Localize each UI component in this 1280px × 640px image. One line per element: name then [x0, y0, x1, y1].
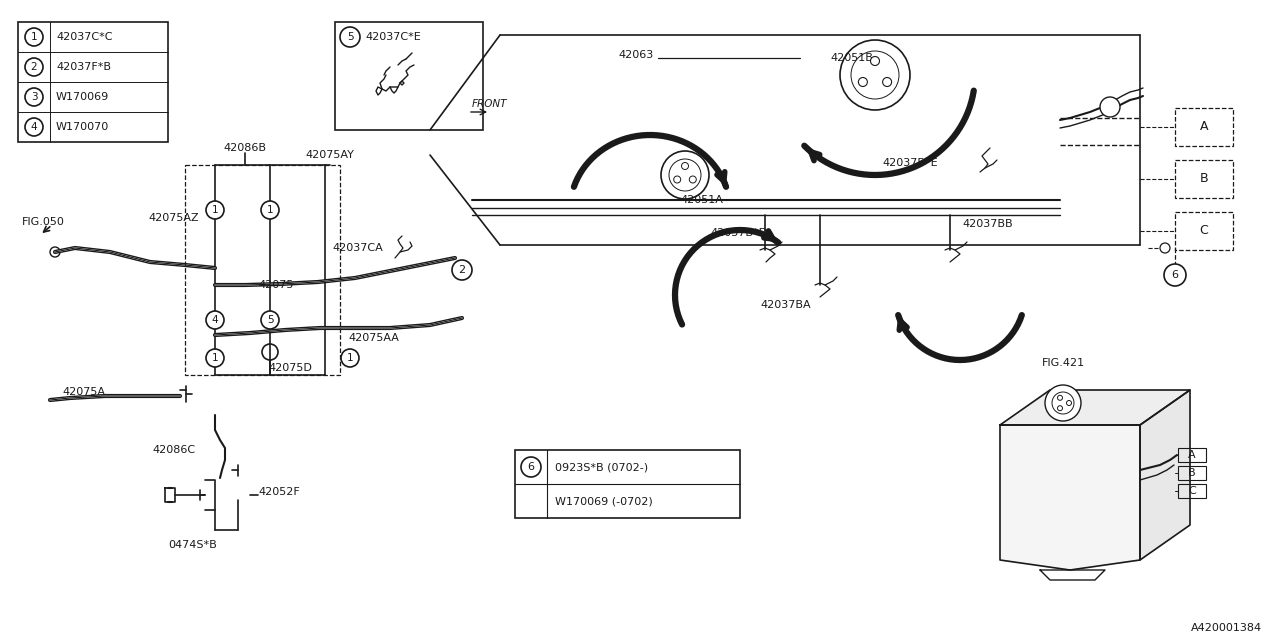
Text: 3: 3: [31, 92, 37, 102]
Text: 42086C: 42086C: [152, 445, 195, 455]
Text: B: B: [1188, 468, 1196, 478]
Circle shape: [261, 311, 279, 329]
Text: 42037CA: 42037CA: [332, 243, 383, 253]
Text: W170069 (-0702): W170069 (-0702): [556, 496, 653, 506]
Text: 42051B: 42051B: [829, 53, 873, 63]
Circle shape: [521, 457, 541, 477]
Bar: [515, 450, 740, 518]
Text: 5: 5: [347, 32, 353, 42]
Circle shape: [26, 28, 44, 46]
Text: 1: 1: [31, 32, 37, 42]
Circle shape: [340, 27, 360, 47]
Text: A: A: [1188, 450, 1196, 460]
Text: 42075A: 42075A: [61, 387, 105, 397]
Circle shape: [26, 88, 44, 106]
Text: 42086B: 42086B: [224, 143, 266, 153]
Circle shape: [690, 176, 696, 183]
Text: 0474S*B: 0474S*B: [169, 540, 218, 550]
Text: 4: 4: [31, 122, 37, 132]
Text: 6: 6: [527, 462, 535, 472]
Circle shape: [1044, 385, 1082, 421]
Text: 6: 6: [1171, 270, 1179, 280]
Circle shape: [26, 58, 44, 76]
Text: W170069: W170069: [56, 92, 109, 102]
Text: C: C: [1188, 486, 1196, 496]
Text: 2: 2: [31, 62, 37, 72]
Text: 1: 1: [211, 353, 219, 363]
Circle shape: [1100, 97, 1120, 117]
Circle shape: [50, 247, 60, 257]
Bar: [186, 165, 340, 375]
Circle shape: [452, 260, 472, 280]
Circle shape: [206, 349, 224, 367]
Text: FRONT: FRONT: [472, 99, 507, 109]
Bar: [1175, 212, 1233, 250]
Text: 42052F: 42052F: [259, 487, 300, 497]
Circle shape: [673, 176, 681, 183]
Text: 0923S*B (0702-): 0923S*B (0702-): [556, 462, 648, 472]
Circle shape: [1066, 401, 1071, 406]
Text: 1: 1: [211, 205, 219, 215]
Text: 42037BB: 42037BB: [963, 219, 1012, 229]
Circle shape: [340, 349, 358, 367]
Circle shape: [262, 344, 278, 360]
Bar: [1178, 448, 1206, 462]
Text: 42037F*B: 42037F*B: [56, 62, 111, 72]
Text: 4: 4: [211, 315, 219, 325]
Circle shape: [206, 201, 224, 219]
Text: 42075: 42075: [259, 280, 293, 290]
Circle shape: [883, 77, 892, 86]
Circle shape: [660, 151, 709, 199]
Circle shape: [261, 201, 279, 219]
Bar: [335, 22, 483, 130]
Circle shape: [1057, 406, 1062, 411]
Text: 42051A: 42051A: [680, 195, 723, 205]
Text: 5: 5: [266, 315, 274, 325]
Text: C: C: [1199, 225, 1208, 237]
Text: 42037B*E: 42037B*E: [882, 158, 938, 168]
Text: 42037BA: 42037BA: [760, 300, 810, 310]
Polygon shape: [1000, 425, 1140, 570]
Polygon shape: [1000, 390, 1190, 425]
Circle shape: [26, 118, 44, 136]
Circle shape: [1160, 243, 1170, 253]
Circle shape: [859, 77, 868, 86]
Text: W170070: W170070: [56, 122, 109, 132]
Text: FIG.050: FIG.050: [22, 217, 65, 227]
Bar: [1175, 108, 1233, 146]
Text: 42037C*E: 42037C*E: [365, 32, 421, 42]
Text: 42075AA: 42075AA: [348, 333, 399, 343]
Text: 42075D: 42075D: [268, 363, 312, 373]
Circle shape: [1164, 264, 1187, 286]
Text: 42075AZ: 42075AZ: [148, 213, 198, 223]
Text: A: A: [1199, 120, 1208, 134]
Polygon shape: [1140, 390, 1190, 560]
Bar: [18, 22, 168, 142]
Text: 2: 2: [458, 265, 466, 275]
Text: A420001384: A420001384: [1190, 623, 1262, 633]
Circle shape: [1057, 396, 1062, 400]
Text: 42037B*D: 42037B*D: [710, 228, 767, 238]
Circle shape: [681, 163, 689, 170]
Circle shape: [870, 56, 879, 65]
Text: FIG.421: FIG.421: [1042, 358, 1084, 368]
Text: 42063: 42063: [618, 50, 653, 60]
Text: B: B: [1199, 173, 1208, 186]
Circle shape: [840, 40, 910, 110]
Bar: [1178, 466, 1206, 480]
Text: 1: 1: [266, 205, 274, 215]
Bar: [1178, 484, 1206, 498]
Circle shape: [206, 311, 224, 329]
Text: 42075AY: 42075AY: [305, 150, 353, 160]
Text: 42037C*C: 42037C*C: [56, 32, 113, 42]
Bar: [1175, 160, 1233, 198]
Text: 1: 1: [347, 353, 353, 363]
